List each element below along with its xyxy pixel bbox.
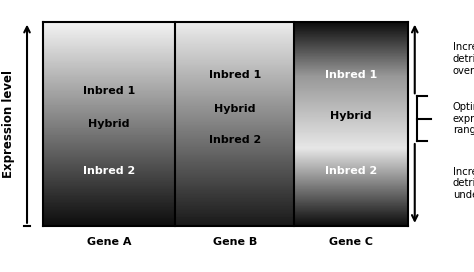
Text: Gene C: Gene C bbox=[329, 237, 373, 247]
Text: Gene B: Gene B bbox=[212, 237, 257, 247]
Text: Increasingly
detrimental
over-expression: Increasingly detrimental over-expression bbox=[453, 42, 474, 76]
Text: Hybrid: Hybrid bbox=[214, 104, 255, 115]
Text: Inbred 1: Inbred 1 bbox=[209, 70, 261, 80]
Text: Inbred 2: Inbred 2 bbox=[209, 135, 261, 145]
Text: Increasingly
detrimental
under-expression: Increasingly detrimental under-expressio… bbox=[453, 167, 474, 200]
Text: Inbred 1: Inbred 1 bbox=[325, 70, 377, 80]
Text: Inbred 2: Inbred 2 bbox=[83, 166, 135, 176]
Text: Gene A: Gene A bbox=[87, 237, 131, 247]
Text: Inbred 1: Inbred 1 bbox=[83, 86, 135, 96]
Text: Expression level: Expression level bbox=[2, 70, 15, 178]
Text: Hybrid: Hybrid bbox=[88, 119, 130, 129]
Text: Inbred 2: Inbred 2 bbox=[325, 166, 377, 176]
Text: Optimal
expression
range: Optimal expression range bbox=[453, 102, 474, 135]
Text: Hybrid: Hybrid bbox=[330, 111, 372, 120]
